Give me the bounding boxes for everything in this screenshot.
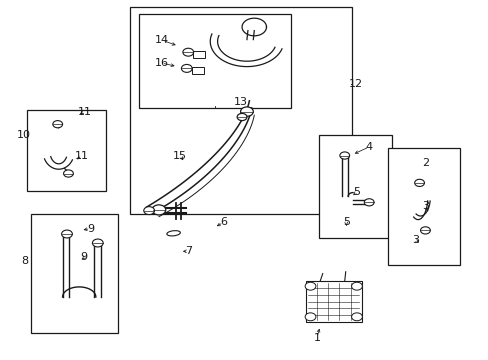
Text: 12: 12	[348, 78, 362, 89]
Circle shape	[364, 199, 373, 206]
Text: 3: 3	[411, 235, 418, 246]
Bar	[387, 148, 459, 265]
Circle shape	[63, 170, 73, 177]
Text: 6: 6	[220, 217, 226, 228]
Text: 14: 14	[155, 35, 169, 45]
Circle shape	[305, 282, 315, 290]
Circle shape	[53, 121, 62, 128]
Bar	[139, 14, 290, 108]
Text: 3: 3	[421, 201, 428, 211]
Circle shape	[183, 48, 193, 56]
Text: 8: 8	[21, 256, 28, 266]
Text: 1: 1	[313, 333, 320, 343]
Text: 9: 9	[87, 224, 94, 234]
Circle shape	[152, 205, 165, 215]
Circle shape	[240, 107, 253, 116]
Circle shape	[305, 313, 315, 321]
Bar	[193, 51, 205, 58]
Circle shape	[181, 64, 192, 72]
Circle shape	[351, 282, 362, 290]
Text: 15: 15	[173, 150, 186, 161]
Text: 13: 13	[233, 96, 247, 107]
Circle shape	[92, 239, 103, 247]
Circle shape	[61, 230, 72, 238]
Text: 5: 5	[353, 187, 360, 197]
Text: 16: 16	[154, 58, 168, 68]
Text: 5: 5	[342, 217, 349, 228]
Bar	[192, 67, 204, 74]
Bar	[27, 110, 106, 191]
Text: 9: 9	[81, 252, 87, 262]
Circle shape	[237, 113, 246, 121]
Text: 4: 4	[365, 142, 372, 152]
Circle shape	[414, 179, 424, 186]
Circle shape	[339, 152, 349, 159]
Circle shape	[143, 207, 154, 215]
Text: 10: 10	[17, 130, 30, 140]
Bar	[31, 214, 118, 333]
Text: 11: 11	[75, 150, 89, 161]
Bar	[129, 7, 351, 214]
Ellipse shape	[166, 231, 180, 236]
Text: 11: 11	[78, 107, 91, 117]
Bar	[305, 281, 361, 322]
Text: 7: 7	[184, 246, 191, 256]
Text: 2: 2	[421, 158, 428, 168]
Circle shape	[420, 227, 429, 234]
Bar	[319, 135, 391, 238]
Circle shape	[351, 313, 362, 321]
